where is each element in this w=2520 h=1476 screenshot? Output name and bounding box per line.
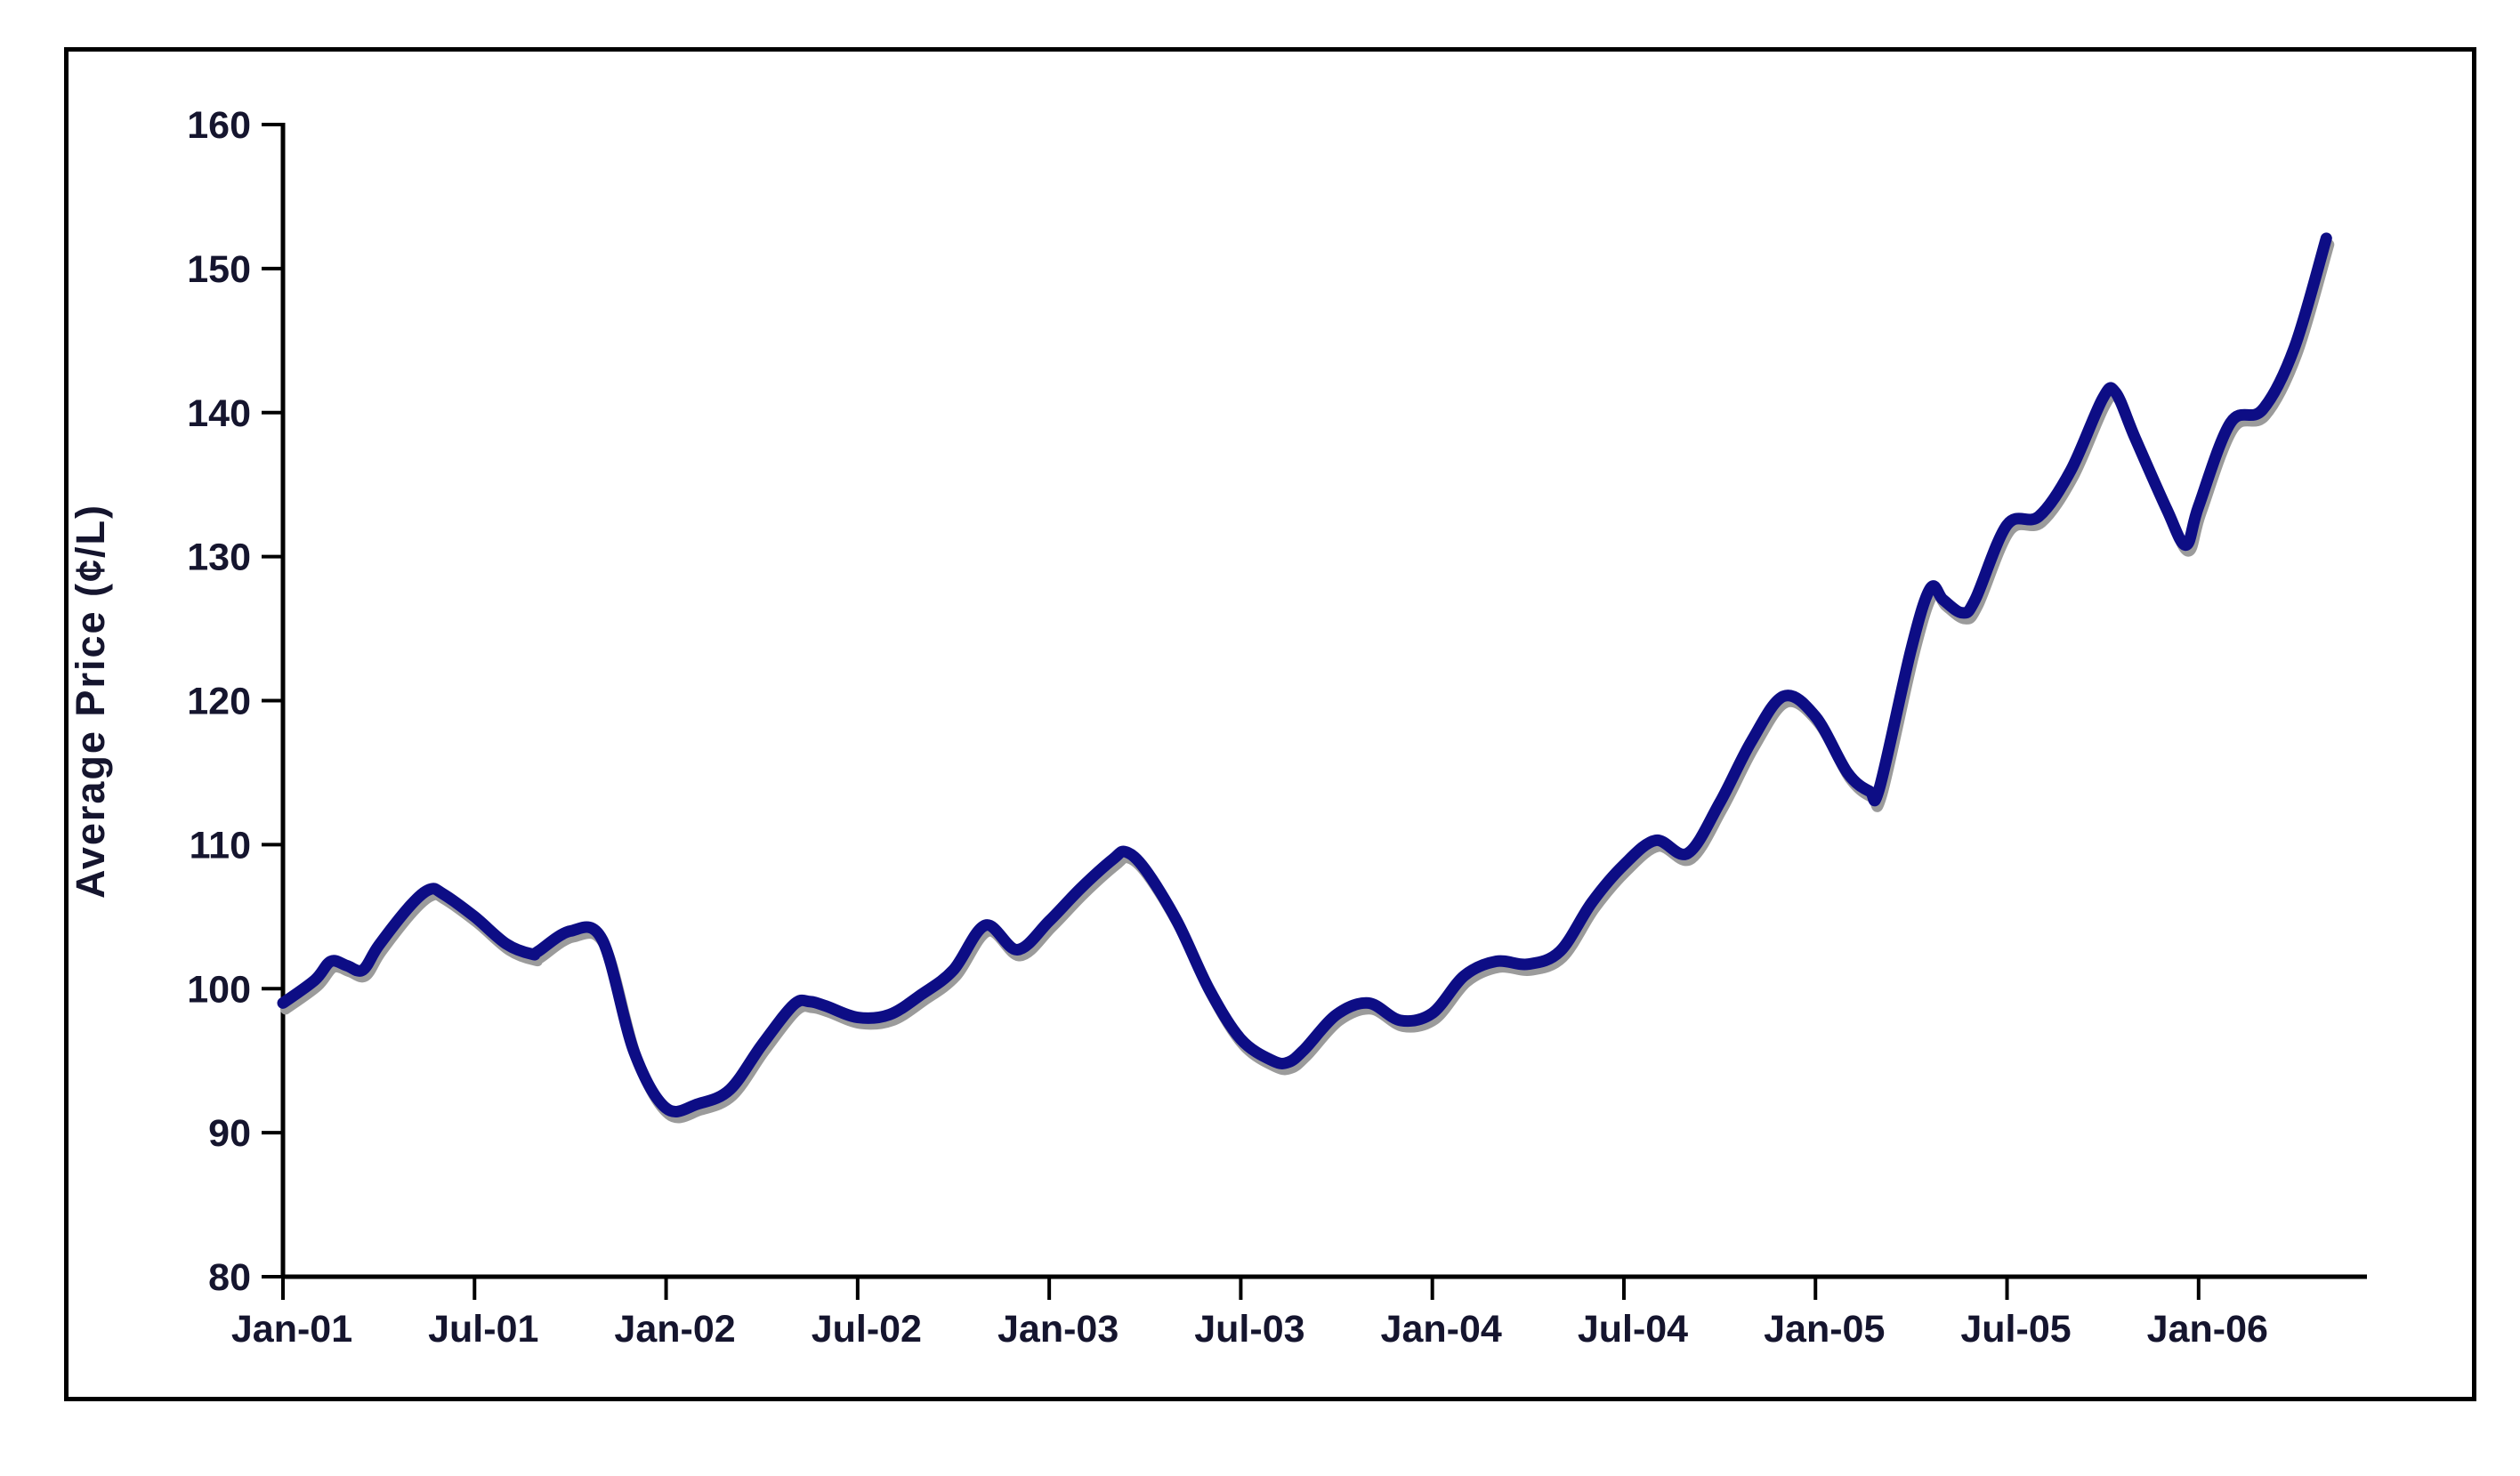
chart-outer-frame xyxy=(64,47,2476,1401)
y-tick-label: 160 xyxy=(187,104,251,147)
x-tick-label: Jan-05 xyxy=(1764,1308,1885,1351)
x-tick-label: Jul-04 xyxy=(1578,1308,1688,1351)
x-tick-label: Jan-02 xyxy=(614,1308,735,1351)
x-tick-label: Jan-06 xyxy=(2147,1308,2268,1351)
y-axis-title: Average Price (¢/L) xyxy=(68,503,113,899)
price-line xyxy=(277,232,2332,1117)
y-tick-label: 100 xyxy=(187,968,251,1011)
y-tick-label: 90 xyxy=(208,1112,251,1155)
x-tick-label: Jul-02 xyxy=(812,1308,922,1351)
y-tick-label: 120 xyxy=(187,681,251,723)
tick-labels: 80 90 100 110 120 130 140 150 160 Jan-01 Jul-01 Jan… xyxy=(187,104,2268,1351)
x-tick-label: Jul-01 xyxy=(428,1308,538,1351)
x-tick-label: Jan-04 xyxy=(1381,1308,1502,1351)
price-line-shadow xyxy=(280,238,2335,1124)
series-lines xyxy=(277,232,2335,1124)
y-tick-label: 110 xyxy=(190,824,251,867)
x-tick-label: Jul-03 xyxy=(1194,1308,1304,1351)
x-tick-label: Jan-01 xyxy=(231,1308,352,1351)
x-tick-label: Jan-03 xyxy=(998,1308,1119,1351)
x-tick-label: Jul-05 xyxy=(1960,1308,2071,1351)
y-tick-label: 130 xyxy=(187,536,251,579)
axes xyxy=(262,123,2367,1300)
y-tick-label: 140 xyxy=(187,392,251,435)
y-tick-label: 150 xyxy=(187,248,251,291)
y-tick-label: 80 xyxy=(208,1256,251,1299)
